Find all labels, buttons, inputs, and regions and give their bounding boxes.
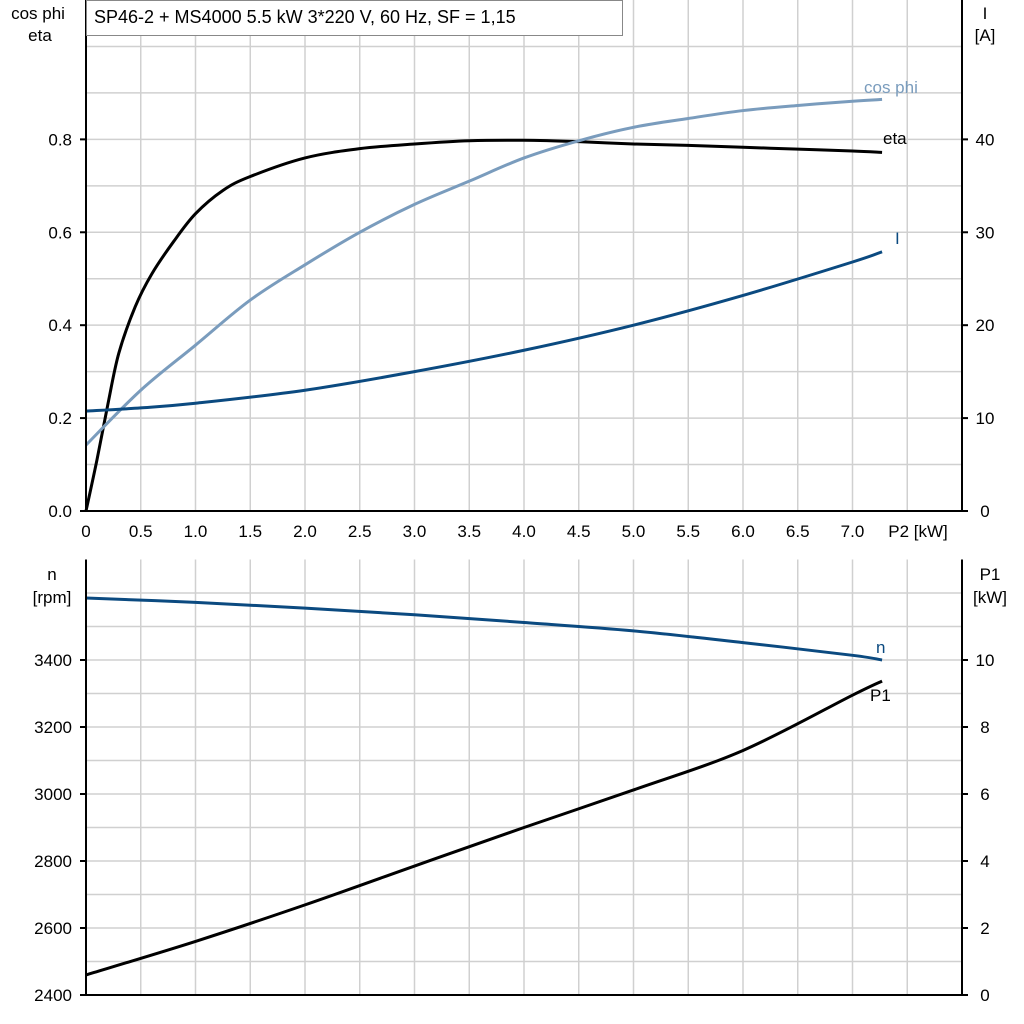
series-label-I: I xyxy=(895,229,900,248)
x-tick-label: 5.5 xyxy=(676,522,700,541)
bottom-grid xyxy=(86,559,962,995)
y-tick-label-left: 0.2 xyxy=(48,409,72,428)
y-tick-label-right: 4 xyxy=(980,852,989,871)
series-line-n xyxy=(85,596,883,662)
y-tick-label-left: 0.6 xyxy=(48,223,72,242)
axes xyxy=(80,0,968,996)
y-tick-label-right: 6 xyxy=(980,785,989,804)
x-tick-label: 4.5 xyxy=(567,522,591,541)
title-box xyxy=(86,0,623,36)
y-tick-label-right: 0 xyxy=(980,986,989,1005)
y-tick-label-right: 40 xyxy=(976,130,995,149)
x-axis-label: P2 [kW] xyxy=(888,522,948,541)
x-tick-label: 2.0 xyxy=(293,522,317,541)
y-tick-label-right: 2 xyxy=(980,919,989,938)
top-grid xyxy=(86,0,962,511)
series-line-P1 xyxy=(85,679,883,977)
y-tick-label-right: 8 xyxy=(980,718,989,737)
series-line-eta xyxy=(84,138,883,512)
top-right-axis-label-1: I xyxy=(983,4,988,23)
y-tick-label-left: 3000 xyxy=(34,785,72,804)
y-tick-label-right: 0 xyxy=(980,502,989,521)
y-tick-label-right: 20 xyxy=(976,316,995,335)
y-tick-label-left: 3200 xyxy=(34,718,72,737)
chart-title: SP46-2 + MS4000 5.5 kW 3*220 V, 60 Hz, S… xyxy=(94,7,516,27)
series-line-cos-phi xyxy=(84,97,883,447)
x-tick-label: 7.0 xyxy=(841,522,865,541)
x-tick-label: 5.0 xyxy=(622,522,646,541)
x-tick-label: 0 xyxy=(81,522,90,541)
bottom-right-axis-label-2: [kW] xyxy=(973,588,1007,607)
y-tick-label-right: 10 xyxy=(976,409,995,428)
series-label-eta: eta xyxy=(883,129,907,148)
x-tick-label: 1.0 xyxy=(184,522,208,541)
top-right-axis-label-2: [A] xyxy=(975,26,996,45)
x-tick-label: 3.5 xyxy=(457,522,481,541)
y-tick-label-left: 2800 xyxy=(34,852,72,871)
top-left-axis-label-2: eta xyxy=(28,26,52,45)
top-left-axis-label-1: cos phi xyxy=(11,4,65,23)
bottom-right-axis-label-1: P1 xyxy=(980,565,1001,584)
series-line-I xyxy=(85,250,883,413)
x-tick-label: 4.0 xyxy=(512,522,536,541)
x-tick-label: 0.5 xyxy=(129,522,153,541)
series-lines xyxy=(84,97,883,977)
y-tick-label-left: 2400 xyxy=(34,986,72,1005)
y-tick-label-right: 10 xyxy=(976,651,995,670)
y-tick-label-left: 0.4 xyxy=(48,316,72,335)
y-tick-label-right: 30 xyxy=(976,223,995,242)
series-label-cos-phi: cos phi xyxy=(864,78,918,97)
y-tick-label-left: 2600 xyxy=(34,919,72,938)
series-label-n: n xyxy=(876,638,885,657)
x-tick-label: 2.5 xyxy=(348,522,372,541)
bottom-left-axis-label-2: [rpm] xyxy=(33,588,72,607)
y-tick-label-left: 0.8 xyxy=(48,130,72,149)
x-tick-label: 1.5 xyxy=(238,522,262,541)
x-tick-label: 3.0 xyxy=(403,522,427,541)
x-tick-label: 6.0 xyxy=(731,522,755,541)
y-tick-label-left: 0.0 xyxy=(48,502,72,521)
y-tick-label-left: 3400 xyxy=(34,651,72,670)
bottom-left-axis-label-1: n xyxy=(47,565,56,584)
series-label-P1: P1 xyxy=(870,686,891,705)
x-tick-label: 6.5 xyxy=(786,522,810,541)
